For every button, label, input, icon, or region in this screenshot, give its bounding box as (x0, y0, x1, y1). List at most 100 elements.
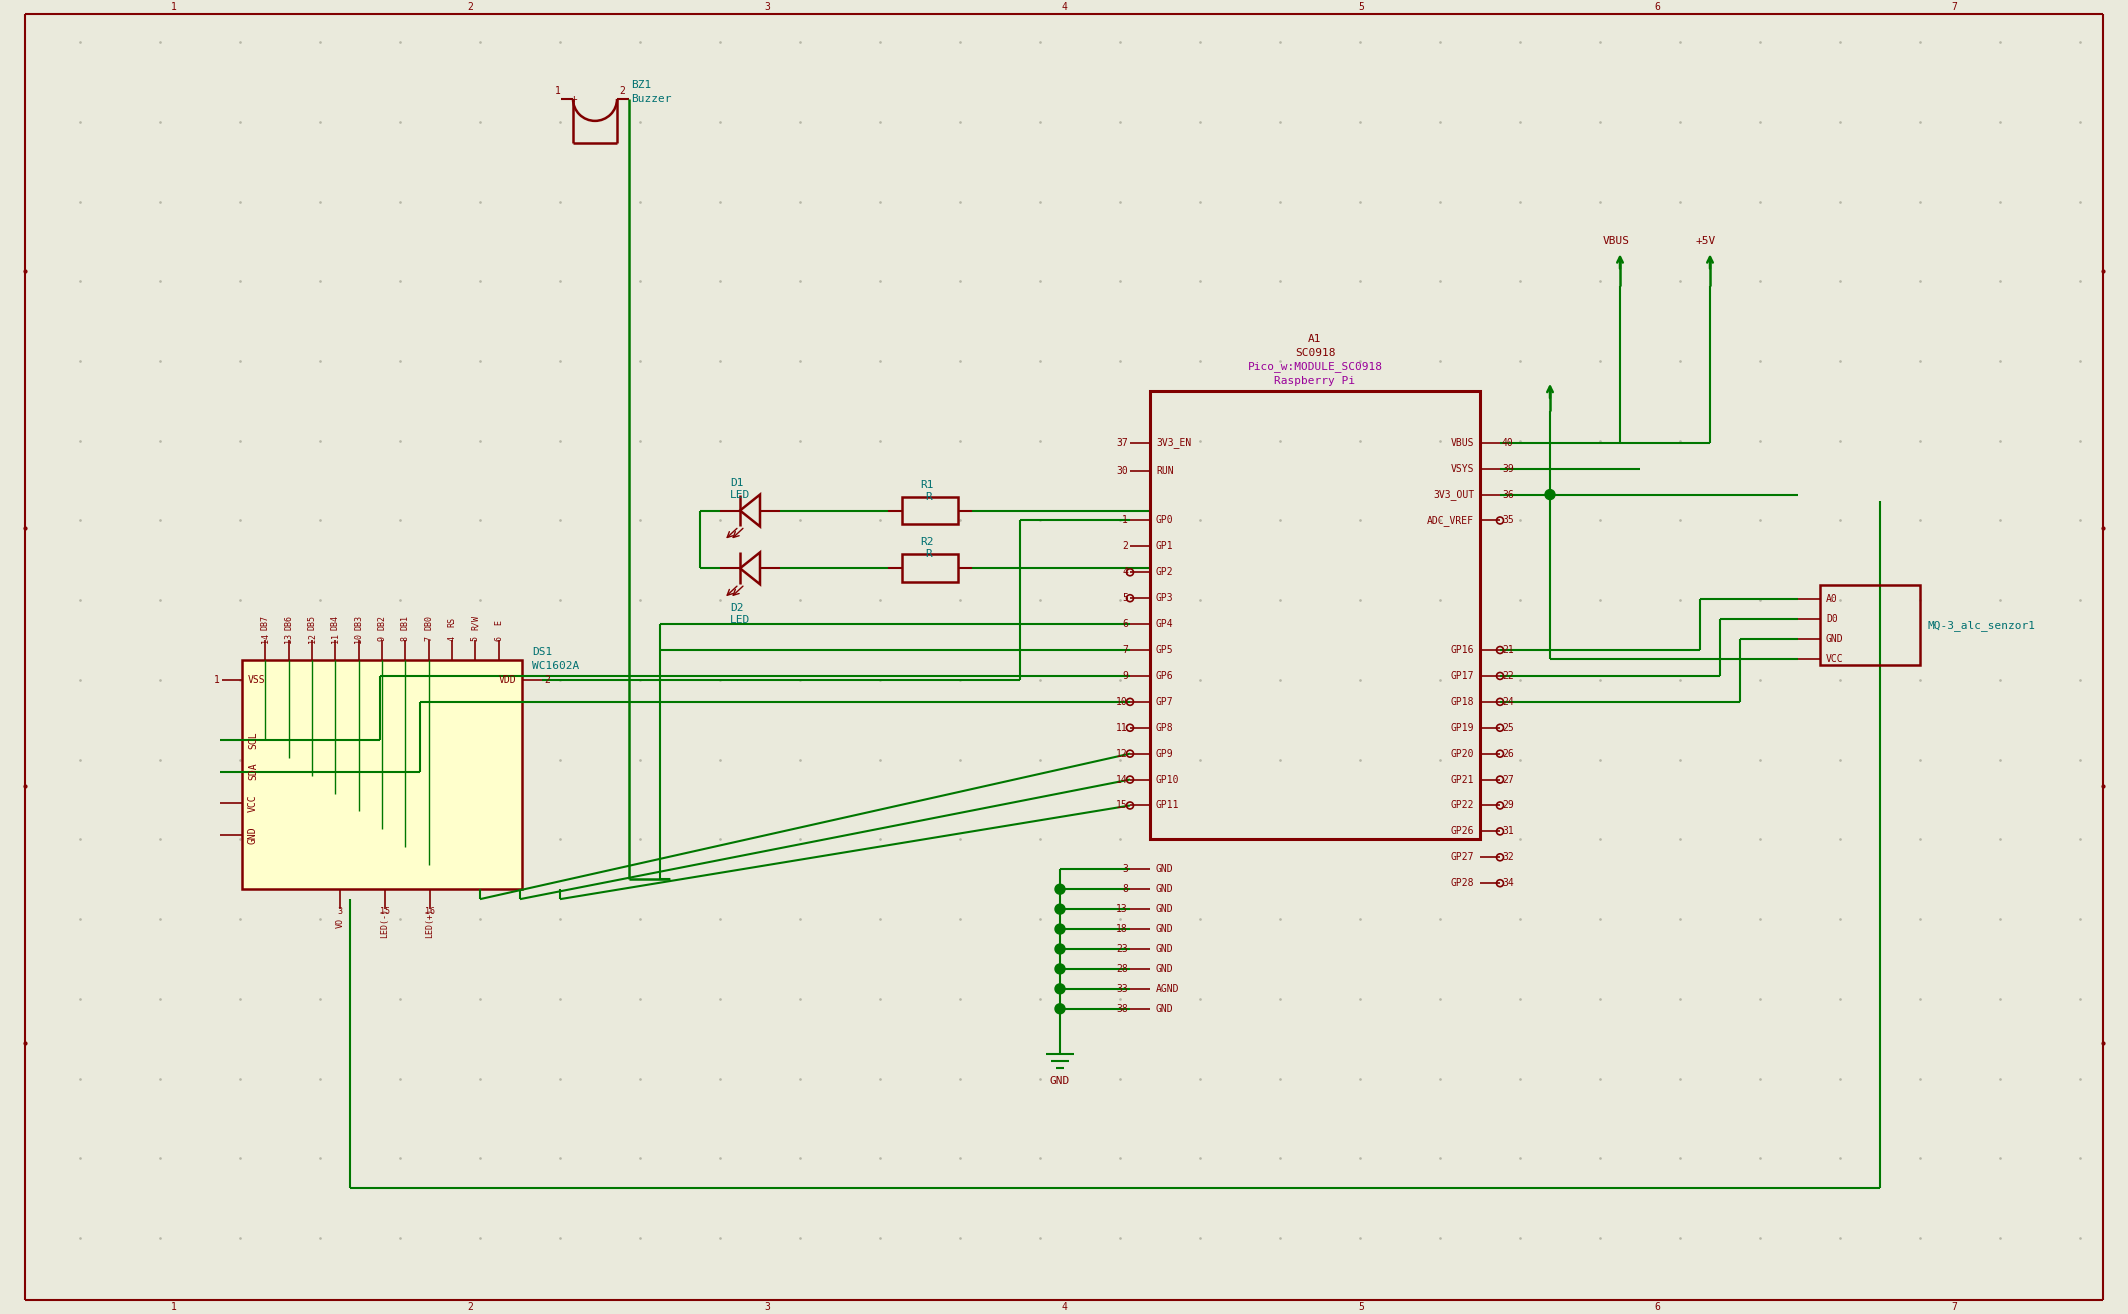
Text: ADC_VREF: ADC_VREF (1428, 515, 1475, 526)
Text: 40: 40 (1502, 438, 1513, 448)
Text: SDA: SDA (249, 763, 257, 781)
Text: 2: 2 (619, 85, 626, 96)
Text: 16: 16 (426, 907, 434, 916)
Text: 2: 2 (468, 3, 472, 12)
Text: 28: 28 (1117, 964, 1128, 974)
Text: RUN: RUN (1156, 465, 1175, 476)
Text: DB4: DB4 (330, 615, 340, 629)
Text: 2: 2 (1121, 541, 1128, 552)
Text: 13: 13 (285, 633, 294, 643)
Text: VBUS: VBUS (1451, 438, 1475, 448)
Text: GND: GND (1156, 884, 1175, 895)
Text: LED: LED (730, 490, 751, 499)
Text: 3V3_EN: 3V3_EN (1156, 438, 1192, 448)
Text: GP0: GP0 (1156, 515, 1175, 526)
Text: VCC: VCC (249, 795, 257, 812)
Bar (902, 497, 958, 524)
Text: 1: 1 (215, 675, 219, 685)
Text: DB0: DB0 (423, 615, 434, 629)
Text: 4: 4 (1121, 568, 1128, 577)
Text: 11: 11 (1117, 723, 1128, 733)
Text: Raspberry Pi: Raspberry Pi (1275, 376, 1356, 386)
Text: GP26: GP26 (1451, 827, 1475, 837)
Text: DB2: DB2 (377, 615, 387, 629)
Circle shape (1055, 984, 1064, 993)
Text: BZ1: BZ1 (632, 80, 651, 91)
Text: GP2: GP2 (1156, 568, 1175, 577)
Text: LED(+): LED(+) (426, 908, 434, 938)
Text: 15: 15 (381, 907, 389, 916)
Text: DB3: DB3 (353, 615, 364, 629)
Text: 24: 24 (1502, 696, 1513, 707)
Text: VDD: VDD (498, 675, 515, 685)
Text: GND: GND (1156, 904, 1175, 915)
Text: GP27: GP27 (1451, 853, 1475, 862)
Text: GP28: GP28 (1451, 878, 1475, 888)
Text: 5: 5 (1358, 1302, 1364, 1311)
Text: DB7: DB7 (262, 615, 270, 629)
Text: GP6: GP6 (1156, 671, 1175, 681)
Text: Pico_w:MODULE_SC0918: Pico_w:MODULE_SC0918 (1247, 361, 1383, 372)
Text: 7: 7 (423, 636, 434, 640)
Bar (1149, 392, 1479, 840)
Text: VSS: VSS (249, 675, 266, 685)
Text: SCL: SCL (249, 731, 257, 749)
Text: 5: 5 (470, 636, 479, 640)
Text: 5: 5 (1121, 593, 1128, 603)
Text: GP4: GP4 (1156, 619, 1175, 629)
Text: 6: 6 (494, 636, 502, 640)
Text: 15: 15 (1117, 800, 1128, 811)
Text: 3: 3 (338, 907, 343, 916)
Text: 3: 3 (1121, 865, 1128, 874)
Text: 29: 29 (1502, 800, 1513, 811)
Text: 7: 7 (1951, 1302, 1958, 1311)
Text: 9: 9 (377, 636, 387, 640)
Text: GP5: GP5 (1156, 645, 1175, 654)
Text: 1: 1 (170, 1302, 177, 1311)
Circle shape (1545, 490, 1556, 499)
Text: 23: 23 (1117, 943, 1128, 954)
Bar (243, 660, 521, 890)
Text: 4: 4 (447, 636, 458, 640)
Circle shape (1055, 904, 1064, 915)
Text: 10: 10 (353, 633, 364, 643)
Text: 37: 37 (1117, 438, 1128, 448)
Text: GP11: GP11 (1156, 800, 1179, 811)
Text: 3: 3 (764, 1302, 770, 1311)
Text: GND: GND (1156, 943, 1175, 954)
Text: R: R (926, 549, 932, 560)
Text: GP16: GP16 (1451, 645, 1475, 654)
Text: 36: 36 (1502, 490, 1513, 499)
Text: GP8: GP8 (1156, 723, 1175, 733)
Text: 6: 6 (1656, 3, 1660, 12)
Text: GP18: GP18 (1451, 696, 1475, 707)
Text: GP17: GP17 (1451, 671, 1475, 681)
Text: E: E (494, 620, 502, 624)
Text: GP21: GP21 (1451, 774, 1475, 784)
Text: AGND: AGND (1156, 984, 1179, 993)
Text: GP10: GP10 (1156, 774, 1179, 784)
Text: 14: 14 (1117, 774, 1128, 784)
Text: WC1602A: WC1602A (532, 661, 579, 671)
Text: D1: D1 (730, 477, 743, 487)
Text: 5: 5 (1358, 3, 1364, 12)
Text: 12: 12 (1117, 749, 1128, 758)
Text: SC0918: SC0918 (1294, 348, 1334, 359)
Text: R: R (926, 491, 932, 502)
Text: DB5: DB5 (309, 615, 317, 629)
Text: 32: 32 (1502, 853, 1513, 862)
Text: 35: 35 (1502, 515, 1513, 526)
Text: VBUS: VBUS (1602, 237, 1630, 247)
Text: D0: D0 (1826, 614, 1839, 624)
Text: 12: 12 (309, 633, 317, 643)
Text: 9: 9 (1121, 671, 1128, 681)
Circle shape (1055, 943, 1064, 954)
Text: 4: 4 (1062, 3, 1066, 12)
Text: 4: 4 (1062, 1302, 1066, 1311)
Text: 7: 7 (1121, 645, 1128, 654)
Text: D2: D2 (730, 603, 743, 614)
Text: DS1: DS1 (532, 646, 553, 657)
Text: 3: 3 (764, 3, 770, 12)
Text: 3V3_OUT: 3V3_OUT (1432, 489, 1475, 501)
Text: 22: 22 (1502, 671, 1513, 681)
